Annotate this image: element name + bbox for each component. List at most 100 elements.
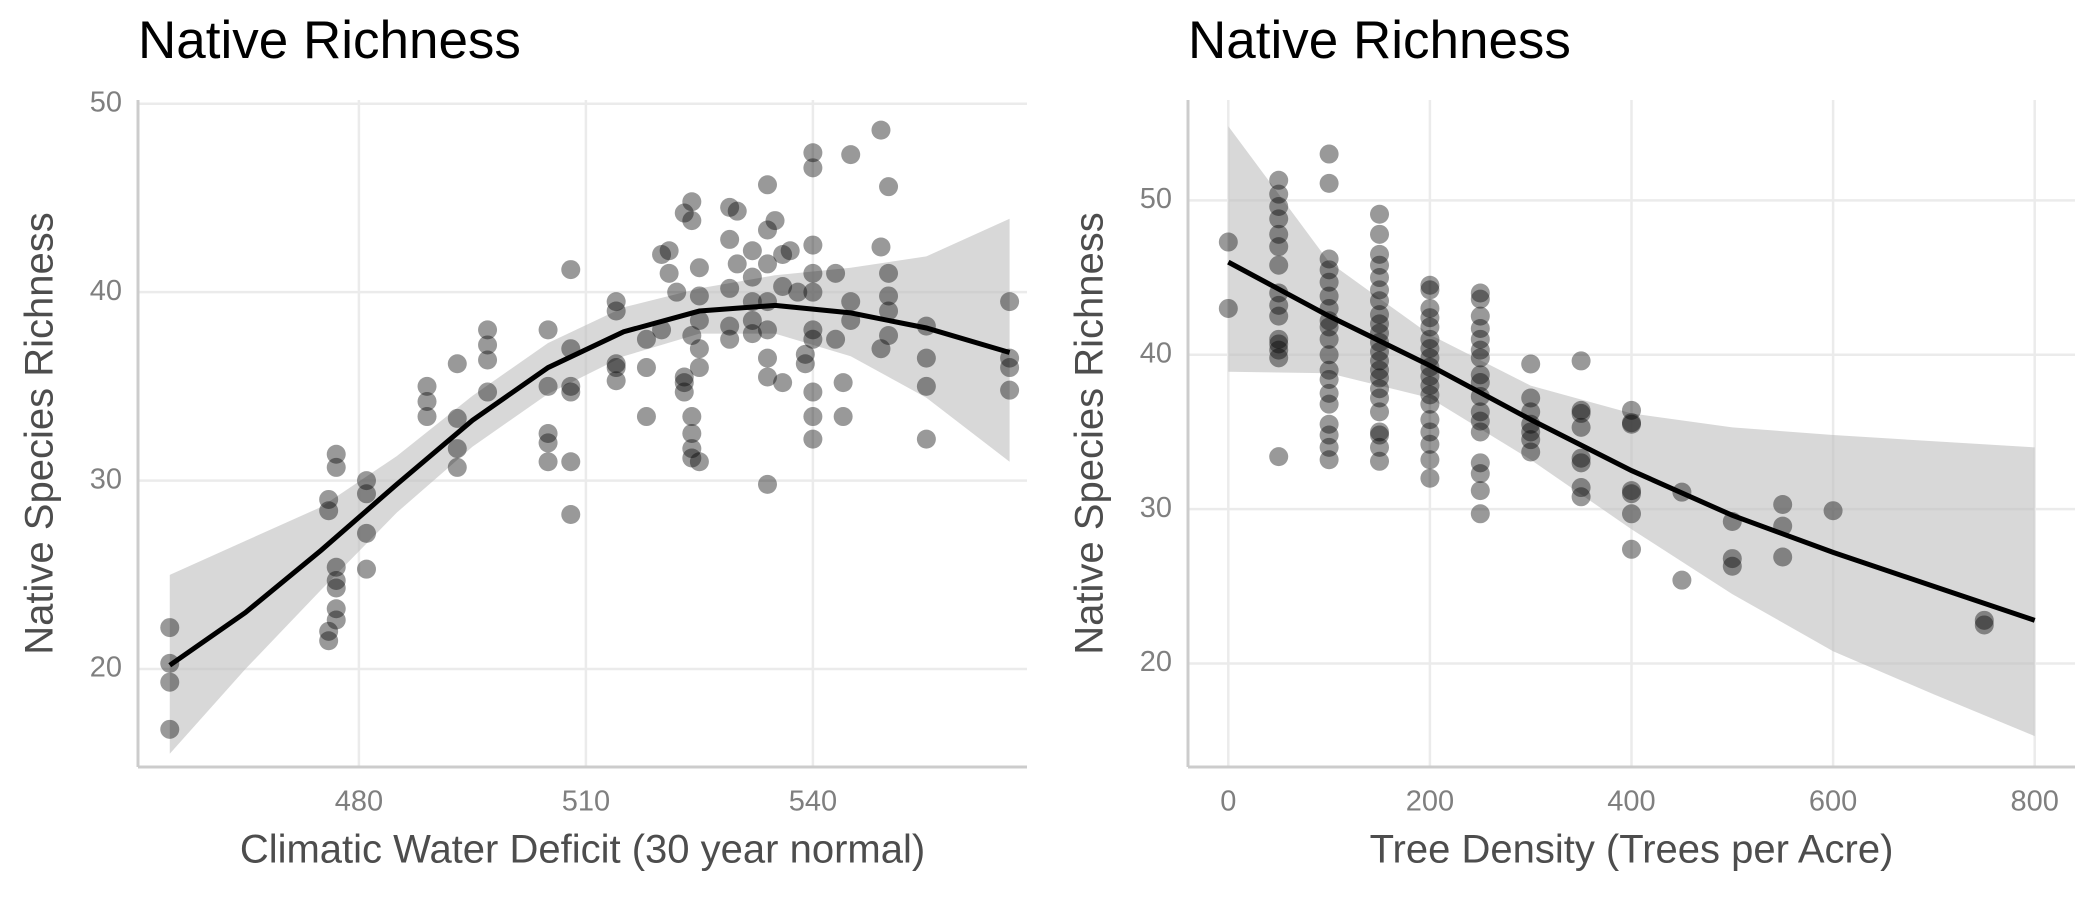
point: [636, 358, 656, 378]
point: [803, 429, 823, 449]
point: [1974, 615, 1994, 635]
point: [1521, 388, 1541, 408]
point: [1370, 388, 1390, 408]
point: [1571, 448, 1591, 468]
point: [417, 407, 437, 427]
x-axis-title: Tree Density (Trees per Acre): [1370, 828, 1894, 872]
point: [871, 120, 891, 140]
point: [1269, 306, 1289, 326]
point: [561, 452, 581, 472]
point: [1571, 400, 1591, 420]
point: [160, 618, 180, 638]
point: [1218, 232, 1238, 252]
point: [447, 354, 467, 374]
point: [326, 578, 346, 598]
point: [1319, 437, 1339, 457]
point: [773, 373, 793, 393]
point: [1571, 351, 1591, 371]
point: [1470, 306, 1490, 326]
point: [1420, 385, 1440, 405]
point: [319, 631, 339, 651]
y-tick-label: 40: [90, 275, 122, 307]
point: [879, 326, 899, 346]
x-tick-label: 600: [1809, 786, 1857, 818]
point: [727, 201, 747, 221]
point: [1420, 450, 1440, 470]
y-tick-label: 30: [90, 463, 122, 495]
point: [326, 557, 346, 577]
point: [1370, 360, 1390, 380]
point: [538, 320, 558, 340]
point: [1521, 422, 1541, 442]
point: [1319, 286, 1339, 306]
point: [1622, 413, 1641, 433]
point: [606, 301, 626, 321]
point: [1420, 329, 1440, 349]
point: [742, 267, 762, 287]
point: [1370, 268, 1390, 288]
point: [742, 241, 762, 261]
point: [1370, 379, 1390, 399]
point: [1571, 403, 1591, 423]
point: [879, 301, 899, 321]
point: [1521, 430, 1541, 450]
point: [742, 310, 762, 330]
point: [356, 471, 376, 491]
point: [326, 457, 346, 477]
point: [1470, 329, 1490, 349]
point: [682, 211, 702, 231]
point: [826, 263, 846, 283]
point: [1420, 317, 1440, 337]
point: [1370, 204, 1390, 224]
chart-title: Native Richness: [138, 11, 521, 70]
point: [803, 263, 823, 283]
point: [1269, 348, 1289, 368]
point: [682, 192, 702, 212]
point: [1319, 249, 1339, 269]
point: [1000, 380, 1020, 400]
point: [1470, 504, 1490, 524]
point: [682, 407, 702, 427]
point: [1622, 400, 1641, 420]
point: [727, 254, 747, 274]
point: [1319, 173, 1339, 193]
point: [1269, 295, 1289, 315]
point: [757, 254, 777, 274]
point: [803, 407, 823, 427]
point: [788, 282, 808, 302]
point: [326, 599, 346, 619]
point: [1420, 468, 1440, 488]
point: [160, 719, 180, 739]
point: [319, 489, 339, 509]
point: [871, 339, 891, 359]
point: [1622, 504, 1641, 524]
point: [1269, 334, 1289, 354]
x-tick-label: 540: [789, 786, 837, 818]
point: [1370, 402, 1390, 422]
point: [561, 376, 581, 396]
point: [1470, 348, 1490, 368]
point: [757, 367, 777, 387]
point: [689, 286, 709, 306]
point: [606, 292, 626, 312]
point: [757, 348, 777, 368]
point: [1269, 340, 1289, 360]
point: [1319, 360, 1339, 380]
point: [1420, 280, 1440, 300]
point: [1370, 280, 1390, 300]
point: [1000, 292, 1020, 312]
point: [1370, 255, 1390, 275]
point: [1722, 549, 1742, 569]
point: [1269, 197, 1289, 217]
chart-title: Native Richness: [1188, 11, 1571, 70]
point: [682, 439, 702, 459]
point: [833, 407, 853, 427]
point: [1420, 410, 1440, 430]
point: [1000, 358, 1020, 378]
point: [742, 324, 762, 344]
point: [1571, 478, 1591, 498]
point: [447, 439, 467, 459]
point: [674, 382, 694, 402]
point: [1571, 487, 1591, 507]
